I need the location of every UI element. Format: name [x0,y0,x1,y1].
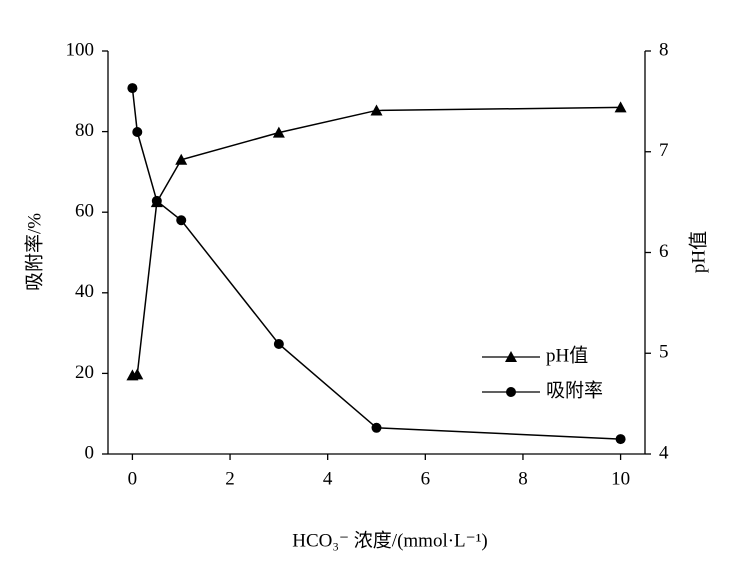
marker [151,195,162,206]
x-tick-label: 4 [323,468,333,489]
marker [272,126,285,138]
y2-tick-label: 5 [659,342,669,363]
y-tick-label: 0 [85,442,95,463]
marker [370,104,383,116]
y-tick-label: 80 [75,120,94,141]
y-axis-label: 吸附率/% [23,213,45,291]
series-line [132,106,621,377]
x-tick-label: 2 [225,468,235,489]
marker [131,368,144,380]
x-tick-label: 10 [611,468,630,489]
x-tick-label: 0 [128,468,138,489]
x-tick-label: 8 [518,468,528,489]
y2-tick-label: 4 [659,442,669,463]
marker [175,153,188,165]
legend-label: 吸附率 [546,379,603,401]
marker [273,338,284,349]
legend-label: pH值 [546,344,588,366]
y-tick-label: 40 [75,281,94,302]
y2-tick-label: 7 [659,140,669,161]
marker [506,387,516,397]
y-tick-label: 60 [75,201,94,222]
x-tick-label: 6 [421,468,431,489]
y-tick-label: 20 [75,362,94,383]
marker [615,434,626,445]
y2-tick-label: 8 [659,39,669,60]
y-tick-label: 100 [66,39,95,60]
y2-axis-label: pH值 [687,231,709,273]
x-axis-label: HCO₃⁻ 浓度/(mmol·L⁻¹) [292,529,487,551]
marker [371,422,382,433]
marker [505,351,517,362]
y2-tick-label: 6 [659,241,669,262]
marker [614,101,627,113]
marker [176,215,187,226]
marker [132,127,143,138]
marker [127,83,138,94]
